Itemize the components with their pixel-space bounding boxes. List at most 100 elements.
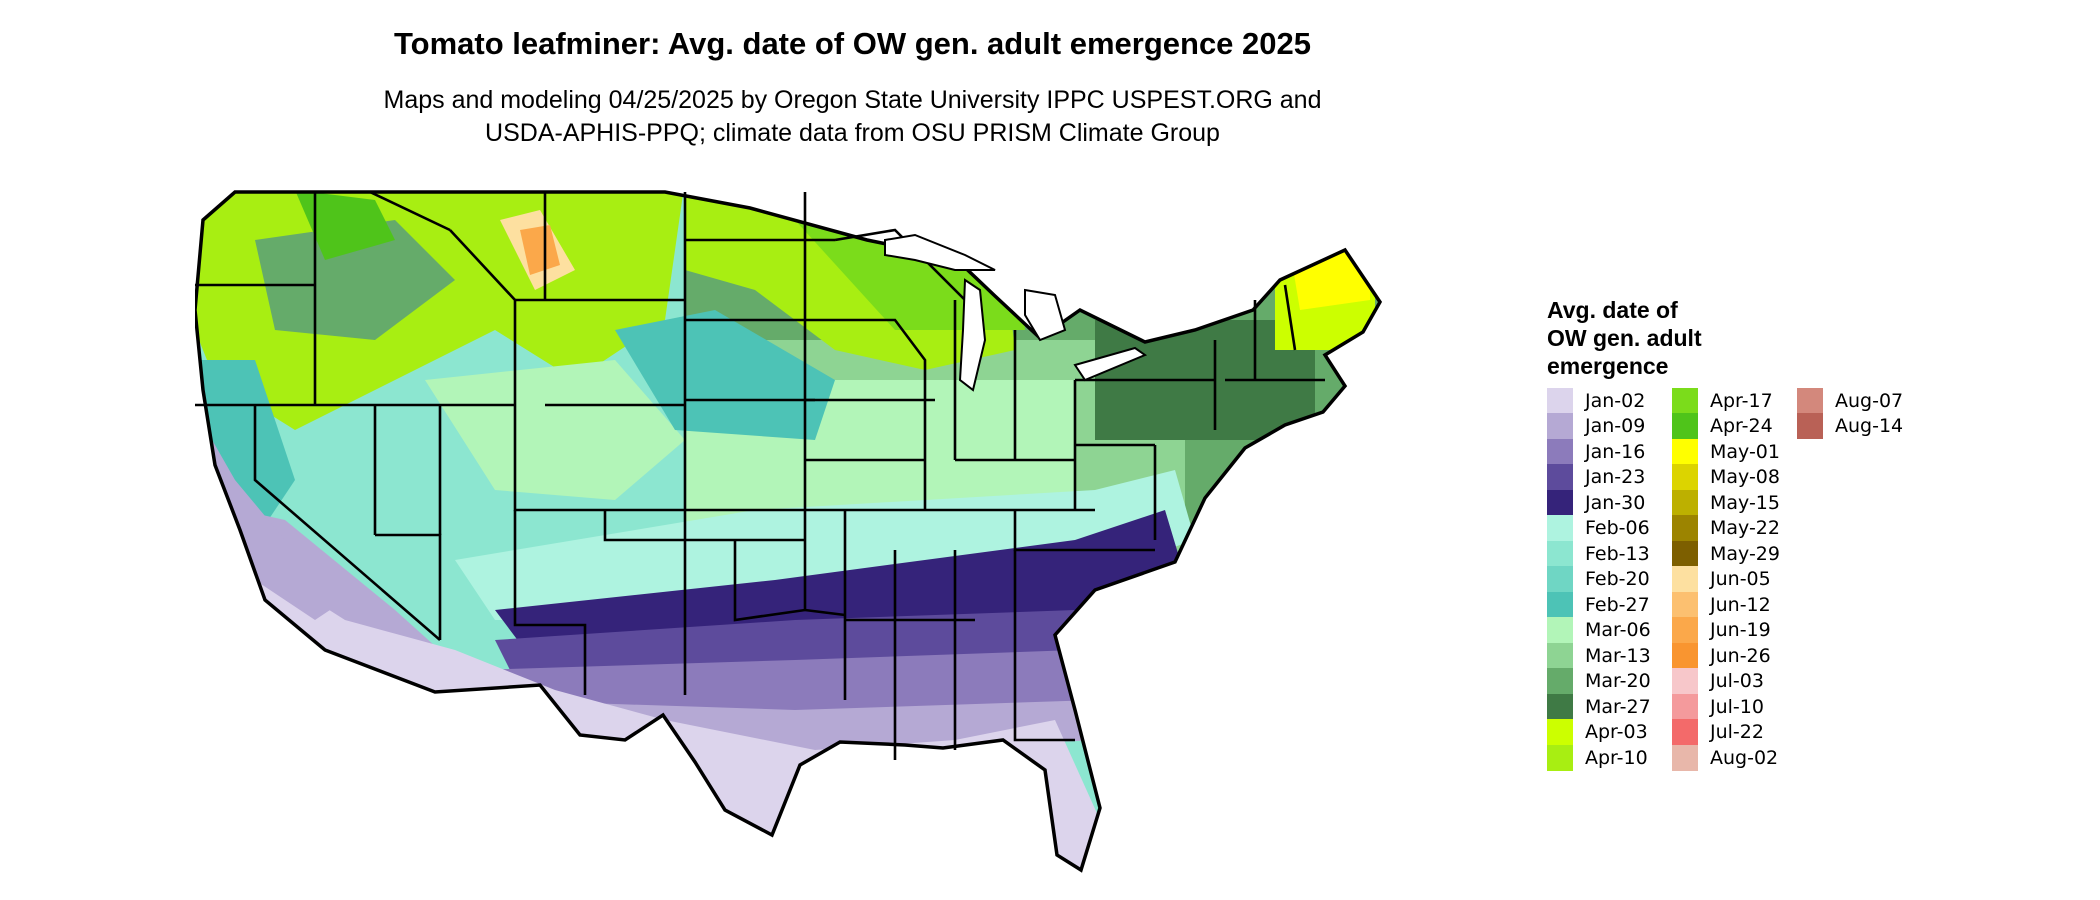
legend-item: Jul-22 — [1672, 719, 1764, 745]
legend-swatch — [1672, 719, 1698, 745]
legend-item: Jan-23 — [1547, 464, 1646, 490]
legend-swatch — [1547, 617, 1573, 643]
legend-item: Mar-13 — [1547, 642, 1651, 669]
legend-title: Avg. date of OW gen. adult emergence — [1547, 296, 1702, 380]
legend-swatch — [1672, 566, 1698, 592]
legend-label: Jun-12 — [1710, 593, 1771, 616]
legend-item: Mar-06 — [1547, 617, 1651, 643]
legend-item: Jun-19 — [1672, 617, 1771, 643]
legend-label: Apr-10 — [1585, 746, 1648, 769]
legend-item: May-01 — [1672, 438, 1780, 465]
legend-swatch — [1672, 744, 1698, 771]
legend-swatch — [1547, 515, 1573, 541]
legend-swatch — [1547, 413, 1573, 439]
zone-mar-06-sw — [425, 360, 685, 500]
legend-item: May-29 — [1672, 540, 1780, 567]
zone-apr-24-mtn — [295, 192, 395, 260]
legend-label: Jul-03 — [1710, 670, 1764, 692]
legend-swatch — [1547, 719, 1573, 745]
legend-title-line-1: Avg. date of — [1547, 297, 1678, 323]
legend-label: Jan-30 — [1585, 491, 1646, 514]
legend-swatch — [1547, 438, 1573, 465]
legend-label: Jul-10 — [1710, 695, 1764, 718]
state-borders — [195, 190, 1325, 760]
zone-feb-27-plains — [615, 310, 835, 440]
legend-label: Jan-02 — [1585, 389, 1646, 412]
legend-label: Jan-23 — [1585, 466, 1646, 488]
legend-label: Jun-26 — [1710, 644, 1771, 667]
legend-label: Aug-07 — [1835, 389, 1904, 412]
legend-item: Feb-27 — [1547, 591, 1650, 618]
legend-item: Jan-30 — [1547, 489, 1646, 516]
zone-jan-16-south — [475, 650, 1095, 720]
legend-item: Apr-24 — [1672, 413, 1773, 439]
legend-title-line-3: emergence — [1547, 353, 1669, 379]
legend-label: Jan-16 — [1585, 440, 1646, 463]
legend-item: Jun-12 — [1672, 591, 1771, 618]
legend-item: Aug-02 — [1672, 744, 1779, 771]
legend-item: Jun-05 — [1672, 566, 1771, 592]
legend-label: Mar-06 — [1585, 619, 1651, 641]
map-title: Tomato leafminer: Avg. date of OW gen. a… — [394, 26, 1311, 61]
legend-swatch — [1797, 387, 1823, 414]
legend-item: Jun-26 — [1672, 642, 1771, 669]
legend-label: Mar-20 — [1585, 670, 1651, 692]
legend-item: Apr-10 — [1547, 744, 1648, 771]
legend-swatch — [1547, 744, 1573, 771]
legend-swatch — [1547, 566, 1573, 592]
zone-jun-19-mtn — [520, 225, 560, 275]
lake-superior — [884, 233, 996, 271]
legend-swatch — [1672, 438, 1698, 465]
legend-swatch — [1797, 413, 1823, 439]
lake-erie — [1073, 346, 1148, 382]
legend-item: Feb-06 — [1547, 515, 1650, 541]
zone-mar-20-west — [255, 220, 455, 340]
legend-item: Jan-02 — [1547, 387, 1646, 414]
legend-item: Jul-03 — [1672, 668, 1764, 694]
legend-label: Apr-03 — [1585, 721, 1648, 743]
legend-label: Mar-27 — [1585, 695, 1651, 718]
legend-item: Mar-27 — [1547, 693, 1651, 720]
zone-jan-09-ca — [195, 410, 345, 620]
legend-swatch — [1547, 387, 1573, 414]
legend-label: May-22 — [1710, 517, 1780, 539]
legend-item: Apr-03 — [1547, 719, 1648, 745]
legend-swatch — [1547, 489, 1573, 516]
legend-swatch — [1672, 693, 1698, 720]
legend-item: May-22 — [1672, 515, 1780, 541]
legend-item: Mar-20 — [1547, 668, 1651, 694]
zone-may-01-ne — [1290, 250, 1370, 310]
zone-may-01-north — [825, 192, 955, 230]
us-emergence-map — [195, 190, 1383, 873]
legend-swatch — [1547, 591, 1573, 618]
legend-title-line-2: OW gen. adult — [1547, 325, 1702, 351]
subtitle-line-1: Maps and modeling 04/25/2025 by Oregon S… — [383, 86, 1322, 114]
legend-label: Mar-13 — [1585, 644, 1651, 667]
legend-label: Apr-17 — [1710, 389, 1773, 412]
subtitle-line-2: USDA-APHIS-PPQ; climate data from OSU PR… — [485, 119, 1220, 147]
legend-swatch — [1672, 668, 1698, 694]
legend-label: Jun-05 — [1710, 568, 1771, 590]
legend-item: Aug-14 — [1797, 413, 1904, 439]
legend-item: Feb-13 — [1547, 540, 1650, 567]
legend-label: Aug-14 — [1835, 415, 1904, 437]
legend-label: Aug-02 — [1710, 746, 1779, 769]
legend-label: Feb-06 — [1585, 517, 1650, 539]
legend-item: Jan-16 — [1547, 438, 1646, 465]
great-lakes — [884, 233, 1148, 392]
legend-swatch — [1672, 464, 1698, 490]
legend-label: Feb-27 — [1585, 593, 1650, 616]
legend-swatch — [1547, 464, 1573, 490]
legend-swatch — [1672, 540, 1698, 567]
legend-item: Apr-17 — [1672, 387, 1773, 414]
legend-swatch — [1672, 591, 1698, 618]
legend-item: Jan-09 — [1547, 413, 1645, 439]
legend-swatch — [1672, 387, 1698, 414]
us-outline — [195, 190, 1383, 873]
map-subtitle: Maps and modeling 04/25/2025 by Oregon S… — [0, 84, 1705, 150]
legend-label: May-15 — [1710, 491, 1780, 514]
legend-swatch — [1672, 617, 1698, 643]
legend-label: Apr-24 — [1710, 415, 1773, 437]
legend-label: May-29 — [1710, 542, 1780, 565]
legend-item: Feb-20 — [1547, 566, 1650, 592]
